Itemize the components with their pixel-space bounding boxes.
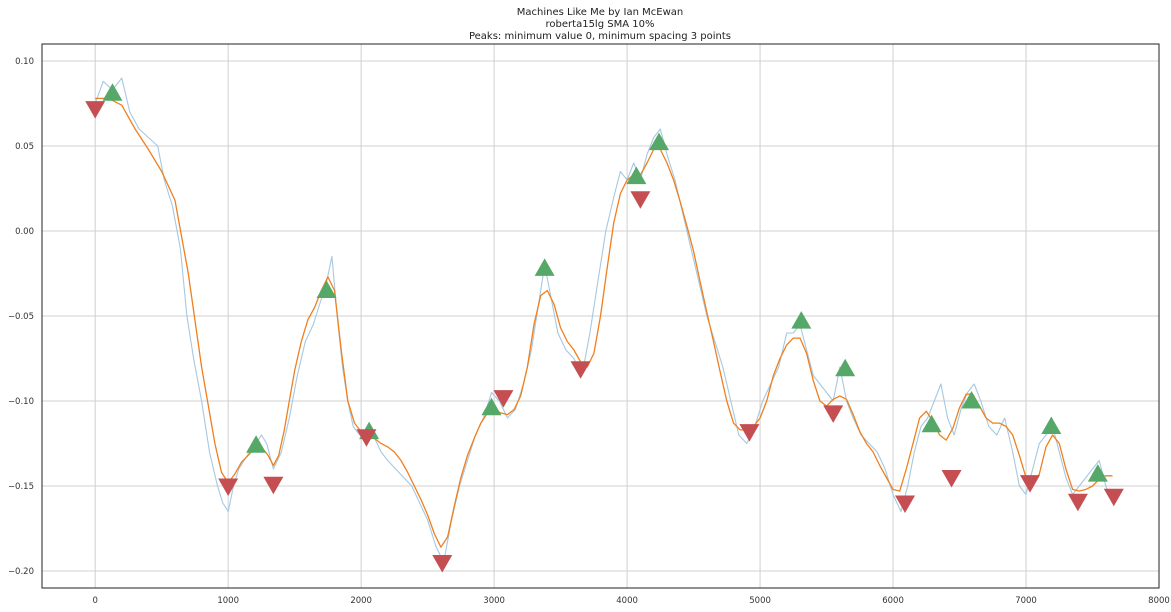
y-tick-label: −0.15 bbox=[8, 482, 34, 492]
trough-marker bbox=[1103, 488, 1124, 507]
chart-title: Machines Like Me by Ian McEwan bbox=[517, 7, 683, 18]
peak-marker bbox=[835, 358, 856, 377]
x-tick-label: 1000 bbox=[217, 596, 239, 606]
y-tick-label: −0.05 bbox=[8, 312, 34, 322]
trough-marker bbox=[823, 405, 844, 423]
smooth-series-layer bbox=[95, 97, 1113, 548]
peak-marker bbox=[316, 280, 337, 298]
peak-trough-markers bbox=[85, 83, 1124, 573]
peak-marker bbox=[961, 391, 982, 409]
trough-marker bbox=[432, 555, 453, 573]
x-axis-ticks: 0 1000 2000 3000 4000 5000 6000 7000 8000 bbox=[92, 596, 1169, 606]
peak-marker bbox=[626, 166, 647, 185]
trough-marker bbox=[570, 361, 591, 379]
x-tick-label: 7000 bbox=[1015, 596, 1037, 606]
y-tick-label: 0.00 bbox=[15, 227, 34, 237]
plot-frame bbox=[41, 43, 1160, 589]
x-tick-label: 5000 bbox=[749, 596, 771, 606]
trough-marker bbox=[85, 101, 106, 119]
trough-marker bbox=[1020, 475, 1041, 493]
peak-marker bbox=[534, 258, 555, 276]
peak-marker bbox=[481, 397, 502, 416]
trough-marker bbox=[493, 390, 514, 408]
x-tick-label: 8000 bbox=[1148, 596, 1170, 606]
y-axis-ticks: 0.10 0.05 0.00 −0.05 −0.10 −0.15 −0.20 bbox=[8, 57, 34, 577]
peak-marker bbox=[649, 132, 670, 151]
peak-marker bbox=[791, 311, 812, 329]
peak-marker bbox=[246, 435, 267, 453]
x-tick-label: 4000 bbox=[616, 596, 638, 606]
y-tick-label: 0.05 bbox=[15, 142, 34, 152]
trough-marker bbox=[356, 429, 377, 447]
raw-series-layer bbox=[94, 77, 1114, 564]
trough-marker bbox=[263, 476, 284, 495]
peak-marker bbox=[102, 83, 123, 101]
chart-subtitle-line-2: Peaks: minimum value 0, minimum spacing … bbox=[469, 31, 731, 42]
trough-marker bbox=[739, 424, 760, 442]
y-tick-label: −0.20 bbox=[8, 567, 34, 577]
smooth-series-line bbox=[95, 97, 1113, 548]
trough-marker bbox=[1067, 493, 1088, 512]
x-tick-label: 6000 bbox=[882, 596, 904, 606]
y-tick-label: −0.10 bbox=[8, 397, 34, 407]
raw-series-line bbox=[94, 77, 1114, 564]
peak-marker bbox=[1041, 416, 1062, 434]
trough-marker bbox=[218, 478, 239, 496]
trough-marker bbox=[630, 191, 651, 209]
peak-marker bbox=[1087, 464, 1108, 482]
trough-marker bbox=[941, 470, 962, 488]
x-tick-label: 3000 bbox=[483, 596, 505, 606]
chart-subtitle-line-1: roberta15lg SMA 10% bbox=[546, 19, 655, 30]
x-tick-label: 0 bbox=[92, 596, 97, 606]
peak-marker bbox=[921, 414, 942, 433]
trough-marker bbox=[895, 495, 916, 513]
x-tick-label: 2000 bbox=[350, 596, 372, 606]
y-tick-label: 0.10 bbox=[15, 57, 34, 67]
